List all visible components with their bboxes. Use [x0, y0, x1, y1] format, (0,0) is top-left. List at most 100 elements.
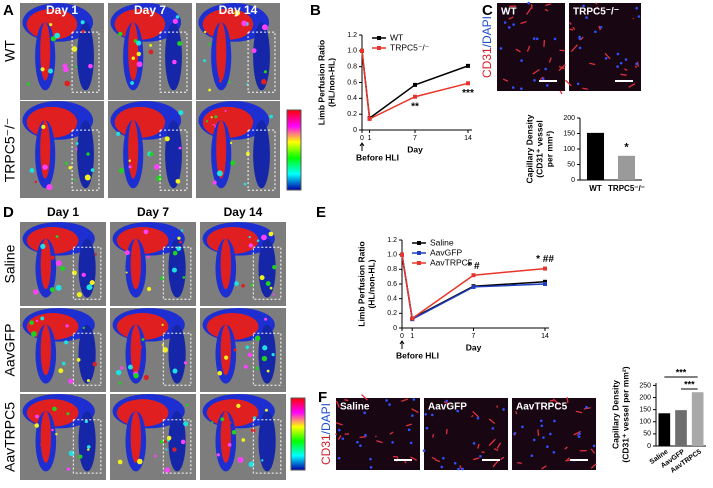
y-axis-label: (CD31⁺ vessel per mm²) — [620, 366, 630, 462]
speck — [172, 447, 177, 452]
significance: * — [624, 142, 629, 154]
vessel — [572, 26, 576, 31]
speck — [55, 235, 59, 239]
speck — [164, 467, 170, 473]
speck — [172, 59, 177, 65]
vessel — [389, 431, 394, 435]
speck — [262, 345, 268, 351]
nucleus — [337, 428, 341, 432]
speck — [231, 430, 237, 435]
speck — [149, 23, 153, 28]
point — [543, 279, 547, 284]
nucleus — [552, 450, 556, 454]
legend-label: WT — [390, 32, 403, 42]
speck — [40, 243, 46, 250]
speck — [68, 166, 72, 170]
nucleus — [363, 411, 366, 415]
speck — [230, 160, 236, 166]
nucleus — [356, 440, 359, 444]
vessel — [411, 408, 419, 414]
vessel — [566, 397, 569, 403]
speck — [55, 284, 62, 291]
speck — [234, 281, 239, 286]
vessel — [565, 459, 571, 462]
vessel — [543, 40, 546, 47]
speck — [224, 110, 227, 113]
row-label: AavGFP — [2, 324, 18, 377]
nucleus — [635, 6, 638, 10]
y-tick-label: 200 — [639, 394, 651, 401]
speck — [153, 164, 160, 170]
speck — [182, 276, 186, 279]
speck — [269, 286, 273, 290]
y-tick-label: 200 — [563, 115, 575, 122]
speck — [227, 443, 232, 447]
y-tick-label: 150 — [563, 130, 575, 137]
speck — [250, 428, 256, 433]
speck — [162, 347, 168, 353]
nucleus — [507, 26, 511, 29]
speck — [71, 270, 77, 276]
blob — [165, 120, 182, 189]
y-tick-label: 1.0 — [387, 252, 397, 259]
stain-label: CD31/DAPI — [480, 16, 494, 78]
y-tick-label: 100 — [563, 146, 575, 153]
speck — [237, 456, 244, 463]
speck — [172, 18, 179, 24]
speck — [94, 253, 97, 256]
vessel — [502, 78, 509, 82]
speck — [48, 68, 54, 74]
speck — [175, 178, 181, 184]
nucleus — [412, 398, 416, 401]
y-tick-label: 0.6 — [347, 79, 357, 86]
vessel — [344, 399, 349, 402]
y-tick-label: 0.2 — [387, 310, 397, 317]
x-tick-label: TRPC5⁻/⁻ — [608, 184, 645, 193]
speck — [178, 146, 182, 150]
nucleus — [461, 467, 464, 471]
nucleus — [599, 25, 603, 29]
nucleus — [407, 428, 411, 432]
blob — [78, 411, 96, 472]
blob — [168, 324, 186, 384]
bar — [658, 413, 671, 446]
y-tick-label: 0.2 — [347, 111, 357, 118]
speck — [128, 159, 132, 163]
panel-label: E — [316, 204, 326, 221]
nucleus — [424, 412, 428, 416]
nucleus — [578, 432, 581, 436]
nucleus — [616, 65, 619, 68]
vessel — [488, 438, 496, 447]
point — [413, 94, 417, 99]
speck — [256, 239, 260, 243]
legend-label: Saline — [430, 237, 454, 247]
row-label: Saline — [2, 244, 18, 283]
blob — [128, 120, 139, 179]
speck — [35, 414, 39, 419]
speck — [60, 330, 63, 333]
nucleus — [578, 46, 582, 50]
speck — [149, 152, 154, 157]
x-axis-label: Day — [466, 342, 482, 352]
row-label: TRPC5⁻/⁻ — [2, 118, 18, 183]
speck — [86, 284, 93, 291]
speck — [90, 168, 95, 172]
roi-box — [162, 332, 192, 386]
blob — [130, 411, 141, 463]
nucleus — [411, 414, 414, 417]
nucleus — [499, 47, 503, 50]
speck — [74, 65, 78, 68]
blob — [168, 411, 186, 472]
vessel — [579, 36, 584, 41]
vessel — [434, 459, 441, 463]
stain-part: CD31 — [480, 47, 494, 78]
speck — [217, 143, 224, 150]
speck — [35, 319, 39, 323]
speck — [118, 168, 125, 174]
speck — [241, 20, 248, 27]
speck — [261, 234, 267, 241]
column-label: Day 14 — [219, 3, 258, 17]
panel-label: D — [3, 204, 14, 221]
blob — [220, 411, 231, 463]
blob — [40, 22, 51, 81]
